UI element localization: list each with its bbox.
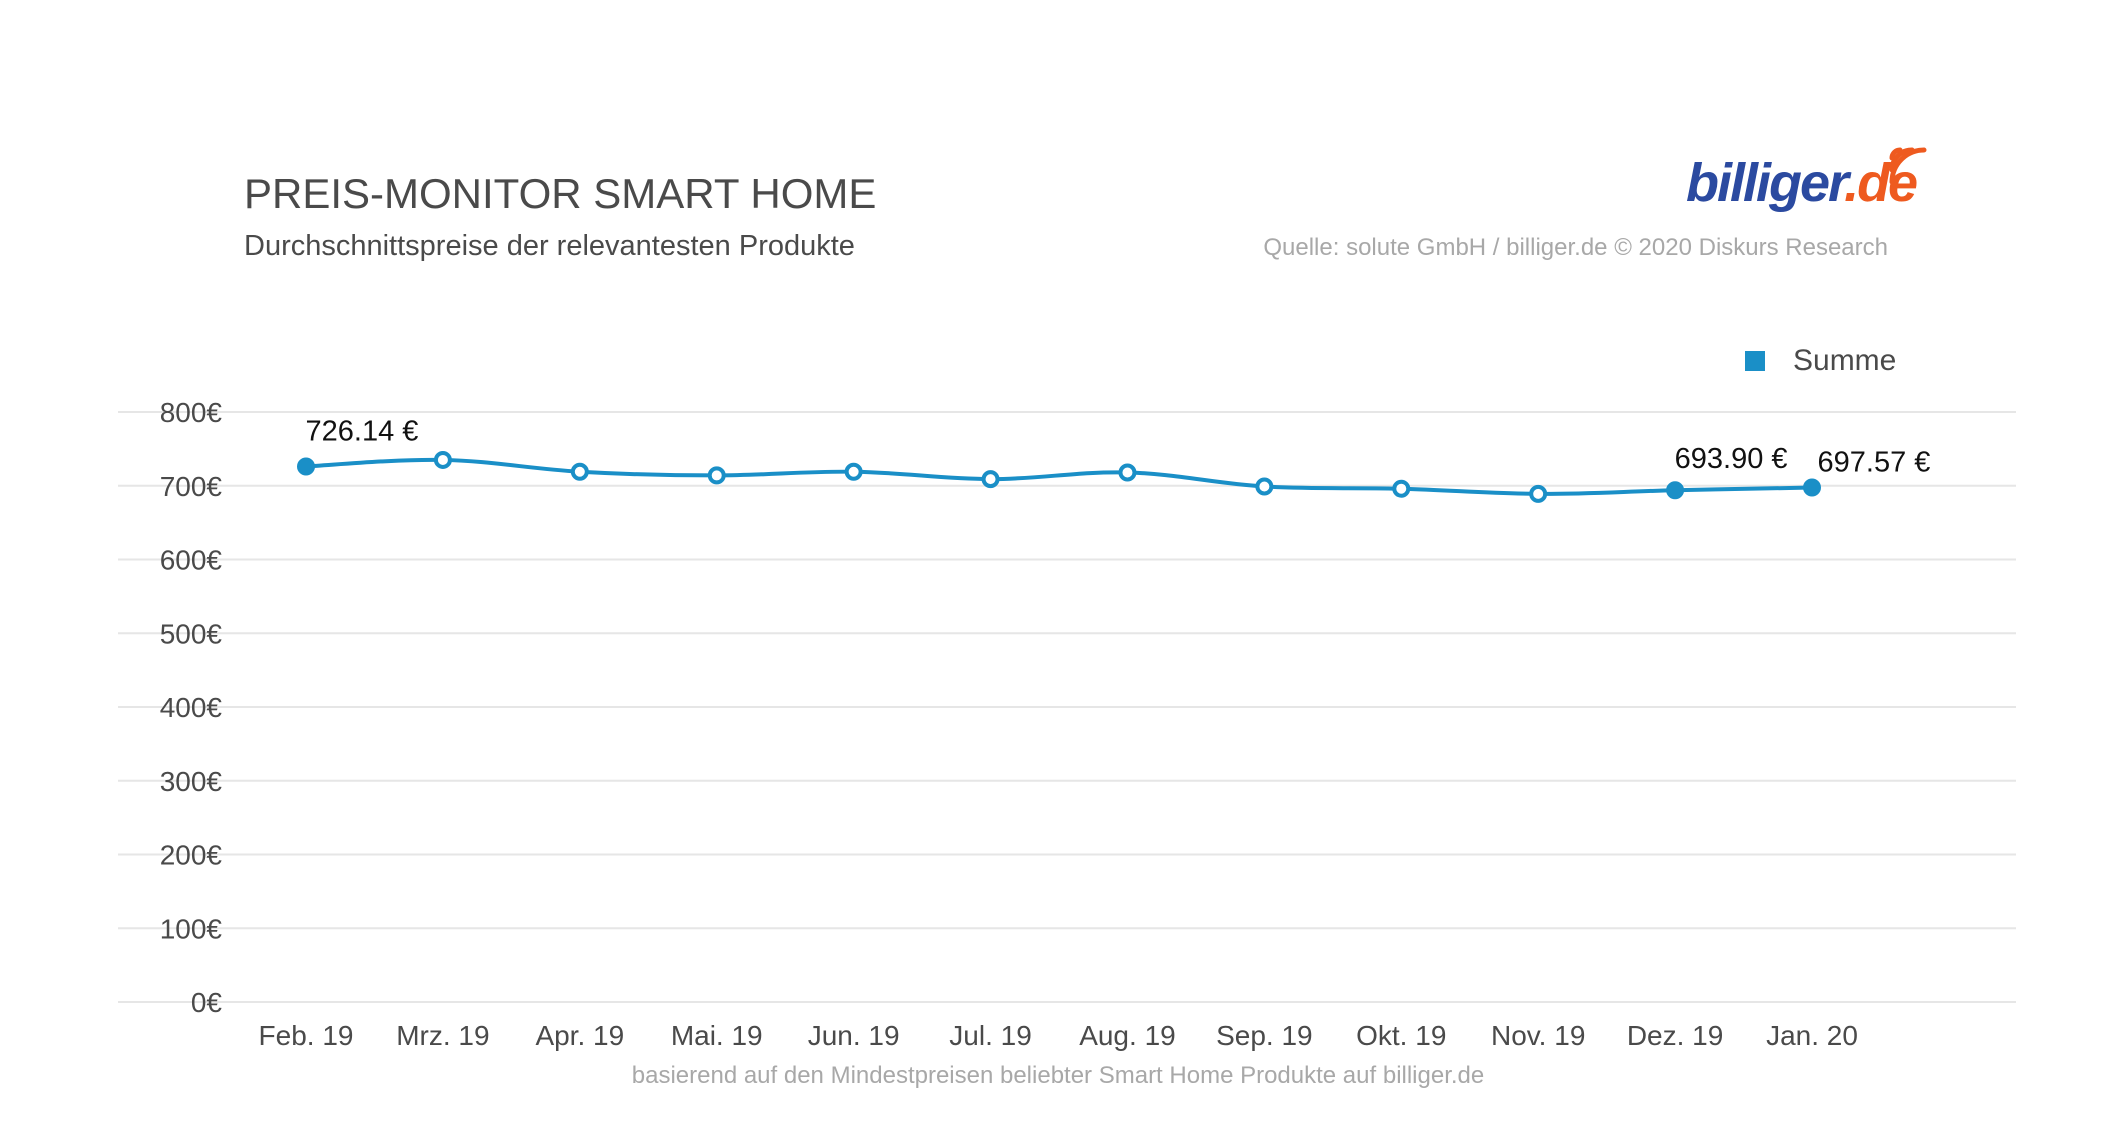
- data-point: [1529, 484, 1548, 503]
- chart-subtitle: Durchschnittspreise der relevantesten Pr…: [244, 230, 855, 262]
- x-tick-label: Okt. 19: [1356, 1020, 1446, 1051]
- grid-lines: [118, 411, 2016, 1003]
- data-point: [1118, 463, 1137, 482]
- x-tick-label: Nov. 19: [1491, 1020, 1585, 1051]
- x-axis-ticks: Feb. 19 Mrz. 19 Apr. 19 Mai. 19 Jun. 19 Jul. …: [259, 1020, 1858, 1051]
- logo-text-suffix: .de: [1844, 153, 1918, 213]
- signal-waves-icon: [1889, 147, 1927, 185]
- x-tick-label: Jun. 19: [808, 1020, 900, 1051]
- data-point: [707, 466, 726, 485]
- y-tick-label: 0€: [191, 987, 223, 1018]
- y-tick-label: 100€: [160, 913, 223, 944]
- data-point: [981, 470, 1000, 489]
- y-tick-label: 300€: [160, 766, 223, 797]
- data-point: [433, 450, 452, 469]
- y-tick-label: 700€: [160, 471, 223, 502]
- data-point: [1392, 479, 1411, 498]
- series-summe: [297, 450, 1821, 503]
- data-point: [1255, 477, 1274, 496]
- data-point: [844, 462, 863, 481]
- y-tick-label: 600€: [160, 545, 223, 576]
- data-labels: 726.14 € 693.90 € 697.57 €: [306, 415, 1931, 478]
- footnote: basierend auf den Mindestpreisen beliebt…: [631, 1062, 1485, 1089]
- chart-title: PREIS-MONITOR SMART HOME: [244, 170, 877, 217]
- legend-label-summe: Summe: [1793, 344, 1897, 377]
- x-tick-label: Dez. 19: [1627, 1020, 1724, 1051]
- legend-swatch: [1745, 351, 1765, 371]
- y-tick-label: 200€: [160, 840, 223, 871]
- billiger-logo: billiger.de: [1686, 132, 1946, 228]
- data-label: 693.90 €: [1675, 443, 1788, 475]
- data-label: 726.14 €: [306, 415, 419, 447]
- data-point: [570, 462, 589, 481]
- x-tick-label: Sep. 19: [1216, 1020, 1313, 1051]
- x-tick-label: Jan. 20: [1766, 1020, 1858, 1051]
- data-point-filled: [297, 457, 315, 476]
- source-note: Quelle: solute GmbH / billiger.de © 2020…: [1263, 234, 1888, 261]
- series-line: [305, 457, 1813, 496]
- y-tick-label: 400€: [160, 692, 223, 723]
- x-tick-label: Jul. 19: [949, 1020, 1032, 1051]
- x-tick-label: Feb. 19: [259, 1020, 354, 1051]
- x-tick-label: Mai. 19: [671, 1020, 763, 1051]
- y-axis-ticks: 0€ 100€ 200€ 300€ 400€ 500€ 600€ 700€ 800€: [160, 397, 223, 1018]
- data-point-filled: [1803, 478, 1821, 497]
- data-label: 697.57 €: [1818, 447, 1931, 479]
- y-tick-label: 800€: [160, 397, 223, 428]
- y-tick-label: 500€: [160, 618, 223, 649]
- x-tick-label: Aug. 19: [1079, 1020, 1176, 1051]
- x-tick-label: Mrz. 19: [396, 1020, 489, 1051]
- data-point-filled: [1666, 481, 1685, 500]
- logo-wordmark: billiger.de: [1686, 152, 1918, 214]
- logo-text-main: billiger: [1686, 153, 1846, 213]
- chart-legend: Summe: [1745, 344, 1896, 378]
- x-tick-label: Apr. 19: [535, 1020, 624, 1051]
